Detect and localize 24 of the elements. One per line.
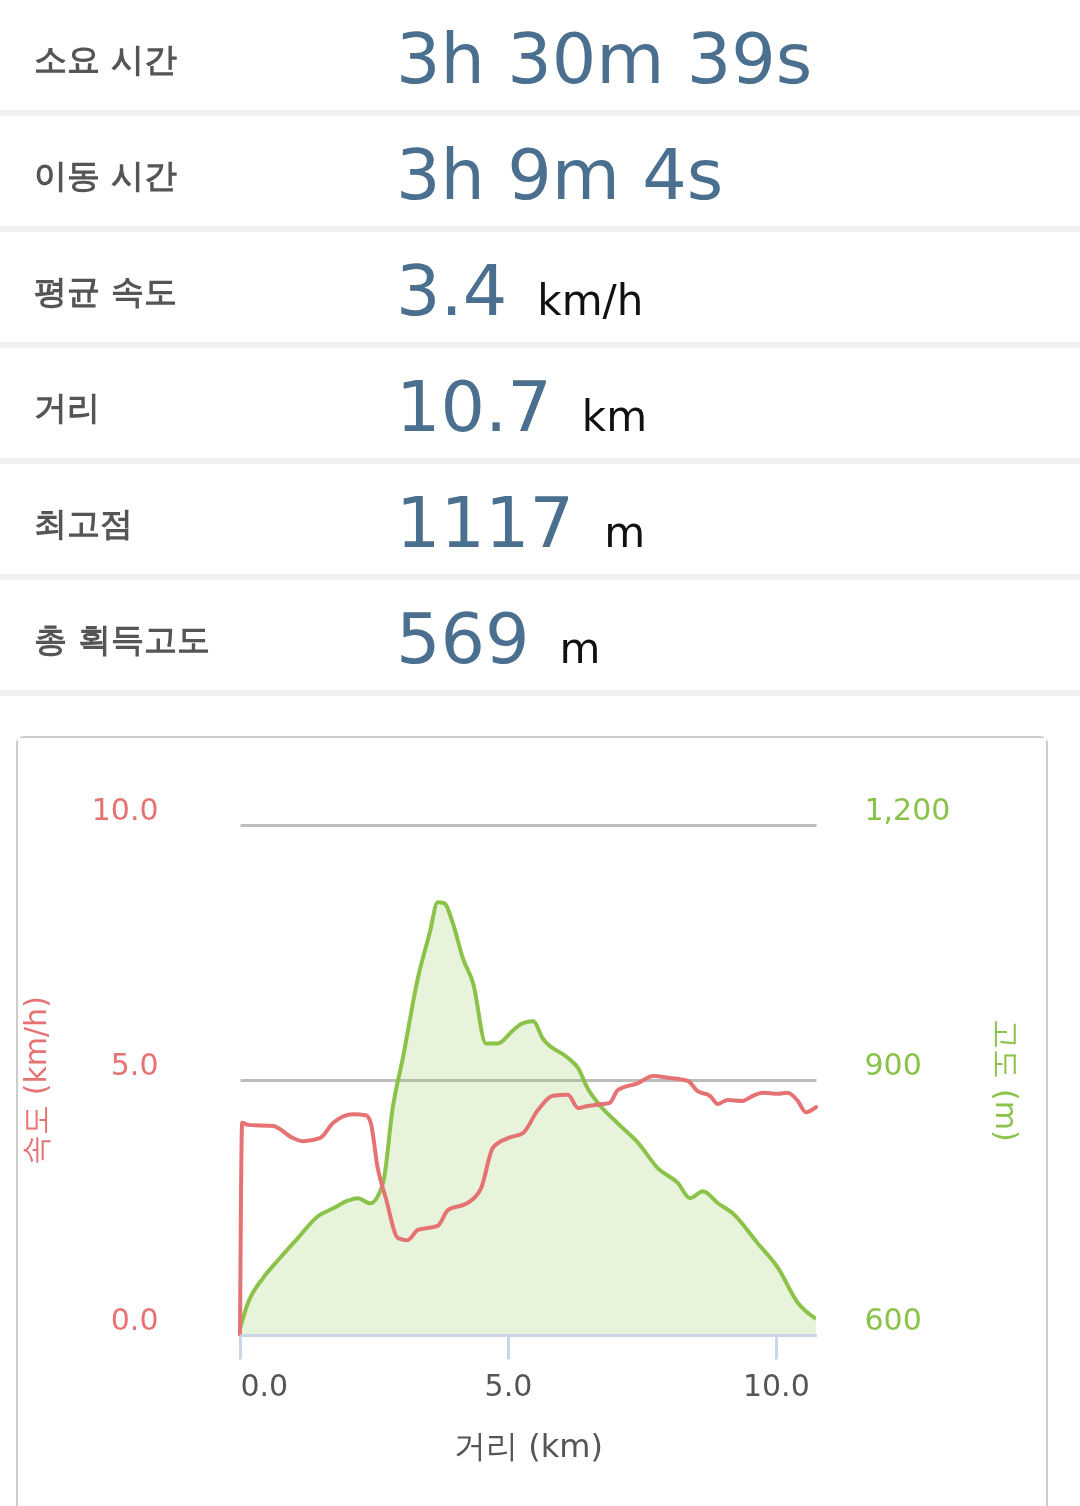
x-axis-title: 거리 (km): [454, 1426, 603, 1465]
text: 1117 m: [396, 482, 646, 564]
category-label: 평균 속도: [34, 271, 178, 313]
text: 10.7 km: [396, 366, 648, 448]
text: 3h 30m 39s: [396, 18, 813, 100]
category-label: 이동 시간: [34, 155, 178, 197]
x-tick-label: 10.0: [742, 1367, 810, 1403]
category-label: 소요 시간: [34, 39, 178, 81]
y2-tick-label: 600: [864, 1301, 922, 1337]
y-tick-label: 5.0: [110, 1046, 159, 1082]
y2-tick-label: 1,200: [864, 791, 951, 827]
y-tick-label: 10.0: [91, 791, 159, 827]
y2-axis-title: 고도 (m): [989, 1019, 1025, 1142]
y-axis-title: 속도 (km/h): [17, 996, 53, 1165]
category-label: 최고점: [34, 503, 133, 545]
text: 569 m: [396, 598, 601, 680]
y-tick-label: 0.0: [110, 1301, 159, 1337]
x-tick-label: 0.0: [240, 1367, 289, 1403]
text: 3.4 km/h: [396, 250, 644, 332]
y2-tick-label: 900: [864, 1046, 922, 1082]
x-tick-label: 5.0: [484, 1367, 533, 1403]
text: 3h 9m 4s: [396, 134, 724, 216]
category-label: 총 획득고도: [34, 619, 211, 661]
category-label: 거리: [34, 387, 100, 429]
